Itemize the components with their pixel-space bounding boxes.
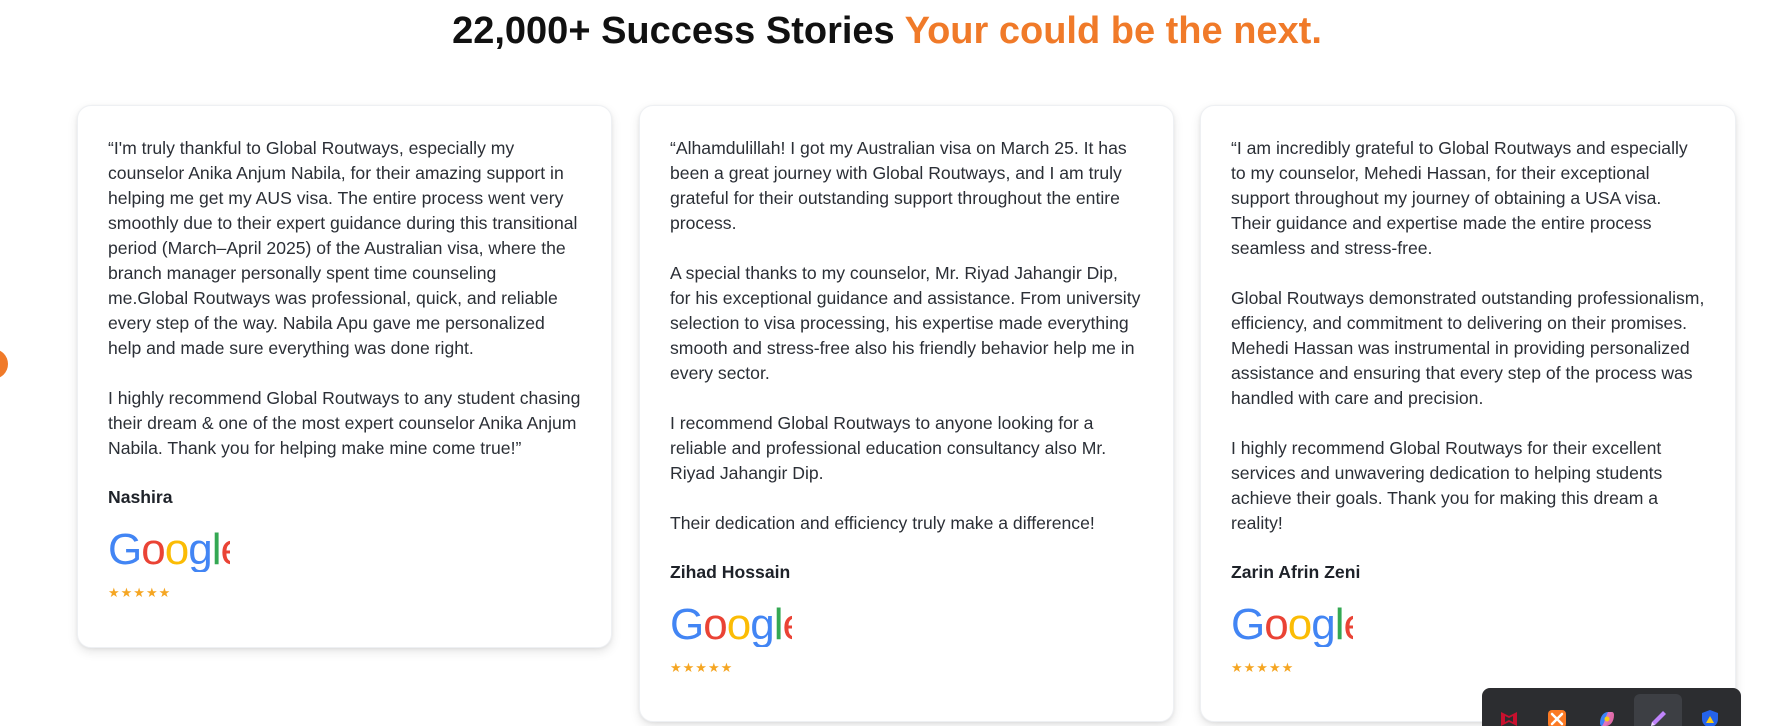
review-paragraph: “I am incredibly grateful to Global Rout… [1231, 138, 1688, 258]
review-paragraph: A special thanks to my counselor, Mr. Ri… [670, 263, 1141, 383]
review-paragraph: Global Routways demonstrated outstanding… [1231, 288, 1705, 408]
svg-text:Google: Google [1231, 603, 1353, 647]
xampp-icon[interactable] [1544, 706, 1570, 726]
star-rating: ★★★★★ [108, 585, 172, 600]
security-shield-icon[interactable] [1697, 706, 1723, 726]
review-paragraph: I highly recommend Global Routways to an… [108, 388, 581, 458]
pen-icon[interactable] [1645, 706, 1671, 726]
svg-text:Google: Google [670, 603, 792, 647]
review-paragraph: “Alhamdulillah! I got my Australian visa… [670, 138, 1127, 233]
reviewer-name: Zihad Hossain [670, 562, 791, 582]
copilot-icon[interactable] [1594, 706, 1620, 726]
mcafee-icon[interactable] [1496, 706, 1522, 726]
reviewer-name: Nashira [108, 487, 173, 507]
title-accent: Your could be the next. [904, 10, 1322, 52]
review-paragraph: I recommend Global Routways to anyone lo… [670, 413, 1107, 483]
star-rating: ★★★★★ [1231, 660, 1295, 675]
review-paragraph: I highly recommend Global Routways for t… [1231, 438, 1663, 533]
google-logo: Google [670, 603, 792, 647]
google-logo: Google [108, 528, 230, 572]
testimonial-card: “I'm truly thankful to Global Routways, … [77, 105, 612, 648]
system-tray [1482, 688, 1741, 726]
carousel-prev-button[interactable] [0, 349, 8, 379]
testimonial-card: “Alhamdulillah! I got my Australian visa… [639, 105, 1174, 722]
svg-text:Google: Google [108, 528, 230, 572]
testimonial-card: “I am incredibly grateful to Global Rout… [1200, 105, 1736, 722]
review-text: “Alhamdulillah! I got my Australian visa… [670, 136, 1143, 536]
review-text: “I am incredibly grateful to Global Rout… [1231, 136, 1705, 536]
review-text: “I'm truly thankful to Global Routways, … [108, 136, 581, 461]
star-rating: ★★★★★ [670, 660, 734, 675]
review-paragraph: Their dedication and efficiency truly ma… [670, 513, 1095, 533]
google-logo: Google [1231, 603, 1353, 647]
review-paragraph: “I'm truly thankful to Global Routways, … [108, 138, 578, 358]
title-main: 22,000+ Success Stories [452, 10, 895, 52]
reviewer-name: Zarin Afrin Zeni [1231, 562, 1361, 582]
page-title: 22,000+ Success Stories Your could be th… [0, 10, 1774, 53]
